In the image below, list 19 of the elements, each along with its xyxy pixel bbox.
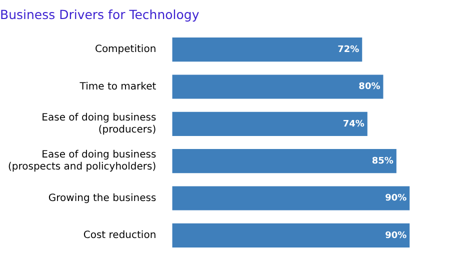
- bar: [172, 149, 396, 174]
- bar: [172, 223, 410, 248]
- bar: [172, 186, 410, 210]
- data-label: 80%: [358, 82, 380, 92]
- bar: [172, 112, 368, 136]
- y-tick-label: Cost reduction: [83, 230, 156, 242]
- data-label: 90%: [385, 230, 407, 241]
- chart-title: Business Drivers for Technology: [0, 6, 200, 22]
- data-label: 90%: [385, 194, 407, 204]
- bar: [172, 74, 384, 99]
- y-tick-label: Ease of doing business (prospects and policyholders): [8, 150, 156, 173]
- data-label: 85%: [372, 156, 394, 166]
- y-tick-label: Ease of doing business (producers): [42, 112, 156, 136]
- data-label: 72%: [338, 44, 360, 55]
- bar: [172, 38, 362, 62]
- data-label: 74%: [342, 119, 364, 130]
- y-tick-label: Growing the business: [48, 192, 156, 204]
- y-tick-label: Time to market: [78, 81, 156, 92]
- y-tick-label: Competition: [94, 44, 156, 56]
